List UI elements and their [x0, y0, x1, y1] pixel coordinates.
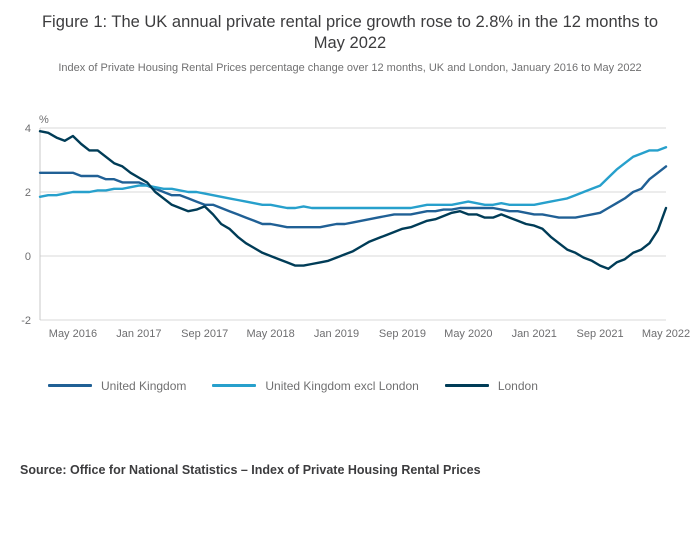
chart-plot-area: 4 2 0 -2% May 2016 Jan 2017 Sep 2017 May 2018 Ja…: [21, 114, 690, 340]
svg-text:May 2022: May 2022: [642, 328, 690, 340]
legend-swatch-uk-excl-london: [212, 384, 257, 388]
svg-text:Jan 2019: Jan 2019: [314, 328, 359, 340]
svg-text:Sep 2021: Sep 2021: [577, 328, 624, 340]
figure-title: Figure 1: The UK annual private rental p…: [41, 13, 659, 53]
legend-label-united-kingdom: United Kingdom: [101, 378, 187, 393]
legend-swatch-london: [444, 384, 489, 388]
legend-item-uk-excl-london[interactable]: United Kingdom excl London: [212, 378, 419, 393]
legend-item-united-kingdom[interactable]: United Kingdom: [48, 379, 186, 393]
legend-item-london[interactable]: London: [444, 378, 538, 393]
source-note: Source: Office for National Statistics –…: [20, 462, 481, 477]
svg-text:-2: -2: [21, 315, 31, 327]
svg-text:May 2016: May 2016: [49, 328, 97, 340]
svg-text:Jan 2017: Jan 2017: [116, 328, 161, 340]
svg-text:Jan 2021: Jan 2021: [512, 328, 557, 340]
svg-text:May 2020: May 2020: [444, 328, 492, 340]
legend-swatch-united-kingdom: [48, 384, 92, 388]
svg-text:2: 2: [25, 187, 31, 199]
svg-text:Sep 2019: Sep 2019: [379, 328, 426, 340]
svg-text:0: 0: [25, 251, 31, 263]
figure-subtitle: Index of Private Housing Rental Prices p…: [58, 61, 642, 74]
svg-text:Sep 2017: Sep 2017: [181, 328, 228, 340]
legend-label-uk-excl-london: United Kingdom excl London: [265, 378, 419, 393]
svg-text:May 2018: May 2018: [246, 328, 294, 340]
chart-figure: Figure 1: The UK annual private rental p…: [0, 12, 700, 477]
svg-text:4: 4: [25, 123, 31, 135]
chart-legend: United Kingdom United Kingdom excl Londo…: [48, 379, 700, 393]
svg-text:%: %: [39, 114, 49, 126]
line-chart: 4 2 0 -2% May 2016 Jan 2017 Sep 2017 May 2018 Ja…: [4, 112, 700, 355]
legend-label-london: London: [497, 378, 538, 393]
